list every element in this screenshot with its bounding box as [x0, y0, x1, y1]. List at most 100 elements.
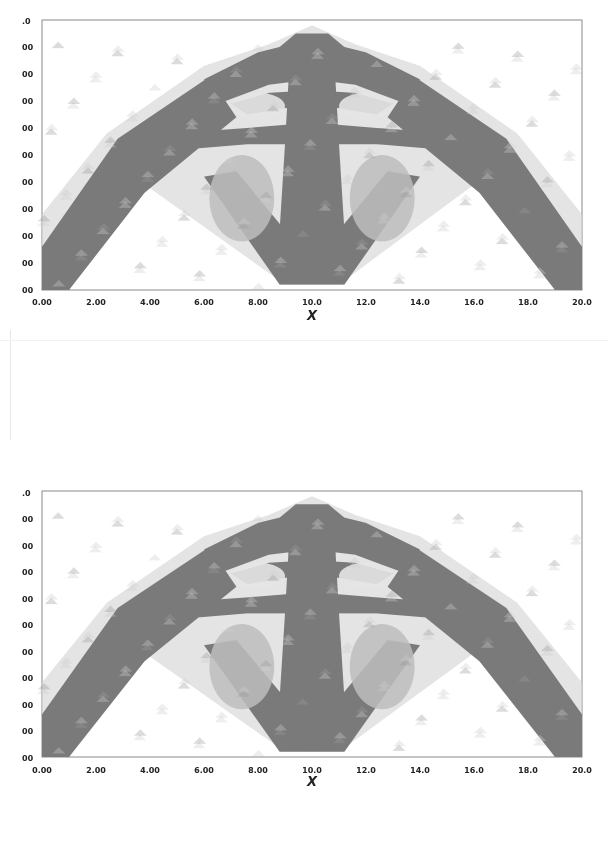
mesh-element: [393, 740, 406, 747]
x-tick-label: 10.0: [302, 766, 322, 775]
y-tick-label: 00: [22, 674, 34, 683]
x-axis-label: X: [306, 775, 318, 790]
mesh-element: [177, 682, 191, 689]
mesh-element: [125, 584, 139, 591]
mesh-element: [170, 57, 184, 65]
mesh-element: [163, 149, 176, 156]
x-axis: 0.00 2.00 4.00 6.00 8.00 10.0 12.0 14.0 …: [32, 298, 592, 324]
x-tick-label: 20.0: [572, 766, 592, 775]
x-tick-label: 12.0: [356, 298, 376, 307]
mesh-element: [325, 587, 339, 594]
material-left-leg: [42, 76, 237, 290]
mesh-element: [267, 100, 281, 107]
figure-top: 0.00 2.00 4.00 6.00 8.00 10.0 12.0 14.0 …: [0, 5, 608, 335]
mesh-element: [407, 94, 421, 102]
mesh-element: [495, 237, 509, 245]
mesh-element: [266, 104, 280, 112]
mesh-element: [326, 112, 339, 120]
mesh-element: [52, 747, 66, 754]
y-tick-label: 00: [22, 515, 34, 524]
mesh-element: [104, 605, 118, 612]
mesh-element: [444, 603, 458, 610]
mesh-element: [555, 245, 568, 253]
mesh-element: [178, 677, 191, 685]
mesh-element: [421, 633, 435, 640]
mesh-element: [82, 631, 95, 638]
mesh-element: [488, 551, 502, 558]
figure-bottom: 0.00 2.00 4.00 6.00 8.00 10.0 12.0 14.0 …: [0, 478, 608, 808]
mesh-element: [244, 600, 258, 607]
mesh-element: [266, 574, 280, 581]
mesh-element: [251, 44, 265, 51]
mesh-element: [82, 162, 95, 169]
y-tick-label: 00: [22, 648, 34, 657]
x-tick-label: 20.0: [572, 298, 592, 307]
mesh-element: [155, 240, 169, 247]
mesh-element: [355, 243, 369, 250]
mesh-element: [310, 522, 324, 530]
mesh-element: [384, 125, 398, 133]
y-tick-label: 00: [22, 259, 34, 268]
y-tick-label: .0: [22, 17, 31, 26]
mesh-element: [133, 261, 147, 269]
mesh-element: [496, 700, 510, 708]
mesh-element: [103, 610, 117, 617]
mesh-element: [459, 662, 473, 669]
mesh-element: [444, 133, 458, 141]
right-density-lobe: [349, 624, 415, 710]
y-tick-label: 00: [22, 542, 34, 551]
mesh-element: [488, 81, 502, 88]
mesh-element: [289, 74, 303, 81]
mesh-element: [347, 91, 361, 98]
mesh-element: [325, 117, 339, 124]
mesh-element: [540, 180, 554, 188]
mesh-element: [370, 530, 384, 538]
mesh-element: [259, 191, 273, 198]
mesh-element: [333, 269, 346, 276]
mesh-element: [288, 548, 302, 556]
x-tick-label: 0.00: [32, 298, 52, 307]
mesh-element: [214, 716, 228, 723]
mesh-element: [451, 47, 465, 54]
mesh-element: [37, 214, 51, 222]
mesh-element: [148, 554, 162, 561]
mesh-element: [118, 669, 132, 677]
x-tick-label: 4.00: [140, 766, 160, 775]
mesh-element: [414, 718, 428, 726]
mesh-element: [155, 235, 169, 243]
mesh-element: [45, 593, 59, 600]
mesh-element: [229, 70, 243, 77]
mesh-element: [96, 227, 110, 235]
mesh-element: [259, 196, 272, 203]
mesh-element: [422, 159, 436, 167]
mesh-element: [384, 595, 398, 602]
y-tick-label: 00: [22, 232, 34, 241]
mesh-element: [540, 649, 554, 656]
mesh-element: [140, 643, 154, 651]
mesh-element: [74, 721, 88, 728]
mesh-element: [355, 706, 369, 713]
mesh-element: [341, 173, 355, 180]
mesh-element: [199, 656, 213, 663]
mesh-element: [340, 178, 354, 185]
mesh-element: [377, 216, 391, 224]
mesh-element: [51, 41, 65, 49]
mesh-element: [503, 615, 517, 622]
mesh-element: [570, 533, 584, 540]
mesh-element: [481, 172, 494, 179]
mesh-element: [421, 164, 435, 171]
mesh-element: [192, 274, 206, 282]
mesh-element: [103, 141, 117, 148]
mesh-element: [163, 144, 177, 151]
mesh-element: [89, 541, 103, 548]
mesh-element: [141, 639, 155, 646]
mesh-element: [200, 183, 214, 190]
x-tick-label: 10.0: [302, 298, 322, 307]
mesh-element: [273, 728, 287, 735]
mesh-element: [125, 114, 139, 122]
mesh-element: [59, 657, 73, 664]
mesh-element: [193, 737, 207, 744]
mesh-element: [370, 60, 384, 67]
mesh-element: [178, 209, 191, 216]
mesh-element: [155, 703, 169, 710]
